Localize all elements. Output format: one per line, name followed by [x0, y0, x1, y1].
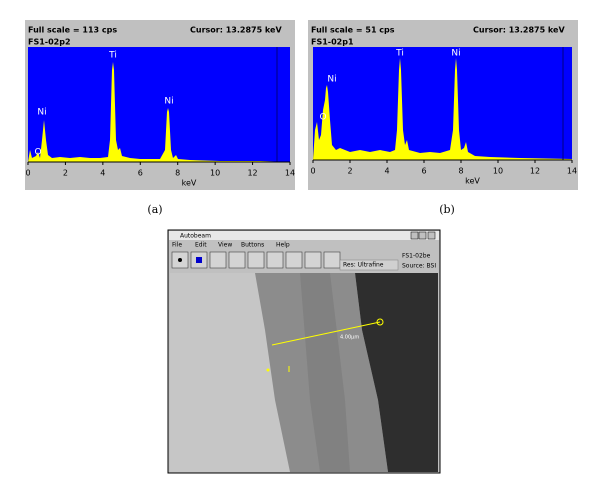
band: [300, 273, 350, 472]
resolution: Res: Ultrafine: [343, 262, 384, 269]
tool-icon: [178, 258, 182, 262]
menu-item[interactable]: Help: [276, 242, 290, 249]
cursor: Cursor: 13.2875 keV: [473, 26, 565, 35]
menu-item[interactable]: File: [172, 242, 182, 249]
tool-icon: [196, 257, 202, 263]
peak-label: Ni: [164, 97, 173, 107]
cursor: Cursor: 13.2875 keV: [190, 26, 282, 35]
tool-button[interactable]: [304, 251, 322, 269]
measure-line: [271, 321, 381, 346]
x-tick-label: 8: [458, 167, 463, 176]
x-tick-label: 10: [210, 169, 220, 178]
caption: (a): [147, 203, 162, 216]
measure-end: [376, 318, 384, 326]
x-tick-label: 2: [347, 167, 352, 176]
peak-label: Ni: [327, 75, 336, 85]
tool-button[interactable]: [228, 251, 246, 269]
x-tick-label: 14: [285, 169, 295, 178]
sem-image: 4.00µm: [170, 273, 438, 472]
close-button[interactable]: [427, 231, 436, 240]
x-tick-label: 0: [310, 167, 315, 176]
peak-label: Ni: [451, 49, 460, 59]
sample: FS1-02p1: [311, 38, 354, 47]
peak-label: Ti: [395, 49, 404, 59]
x-tick-label: 6: [138, 169, 143, 178]
x-tick-label: 4: [100, 169, 105, 178]
peak-label: Ni: [37, 108, 46, 118]
x-tick-label: 2: [63, 169, 68, 178]
x-tick-label: 0: [25, 169, 30, 178]
full-scale: Full scale = 113 cps: [28, 26, 117, 35]
caption: (b): [439, 203, 455, 216]
peak-label: O: [319, 113, 326, 123]
x-tick-label: 12: [247, 169, 257, 178]
tool-button[interactable]: [323, 251, 341, 269]
x-tick-label: 6: [421, 167, 426, 176]
x-tick-label: 10: [493, 167, 503, 176]
autobeam-window: Autobeam File Edit View Buttons Help Res: Ul…: [167, 229, 441, 474]
tool-button[interactable]: [209, 251, 227, 269]
scale-label: 4.00µm: [340, 335, 359, 341]
title-bar: [169, 231, 439, 240]
tool-button[interactable]: [266, 251, 284, 269]
plot-area: [28, 47, 290, 162]
tool-button[interactable]: [247, 251, 265, 269]
window-title: Autobeam: [180, 233, 211, 240]
x-axis-label: keV: [182, 179, 197, 188]
peak-label: O: [34, 148, 41, 158]
sample: FS1-02p2: [28, 38, 71, 47]
menu-item[interactable]: Edit: [195, 242, 207, 249]
x-tick-label: 8: [175, 169, 180, 178]
x-tick-label: 12: [530, 167, 540, 176]
sample-id: FS1-02be: [402, 253, 431, 260]
toolbar: [171, 251, 341, 269]
point-marker: [266, 368, 270, 372]
x-tick-label: 4: [384, 167, 389, 176]
maximize-button[interactable]: [418, 231, 427, 240]
full-scale: Full scale = 51 cps: [311, 26, 395, 35]
x-tick-label: 14: [567, 167, 577, 176]
peak-label: Ti: [108, 51, 117, 61]
spectrum-a: Full scale = 113 cps Cursor: 13.2875 keV…: [25, 20, 295, 190]
spectrum-b: Full scale = 51 cps Cursor: 13.2875 keV …: [308, 20, 578, 190]
plot-area: [313, 47, 572, 160]
tool-button[interactable]: [285, 251, 303, 269]
menu-bar: File Edit View Buttons Help: [172, 242, 290, 249]
menu-item[interactable]: View: [218, 242, 232, 249]
x-axis-label: keV: [465, 177, 480, 186]
minimize-button[interactable]: [410, 231, 419, 240]
res-box: [339, 259, 399, 271]
source: Source: BSI: [402, 263, 436, 270]
spectrum: [313, 58, 572, 160]
menu-item[interactable]: Buttons: [241, 242, 264, 249]
